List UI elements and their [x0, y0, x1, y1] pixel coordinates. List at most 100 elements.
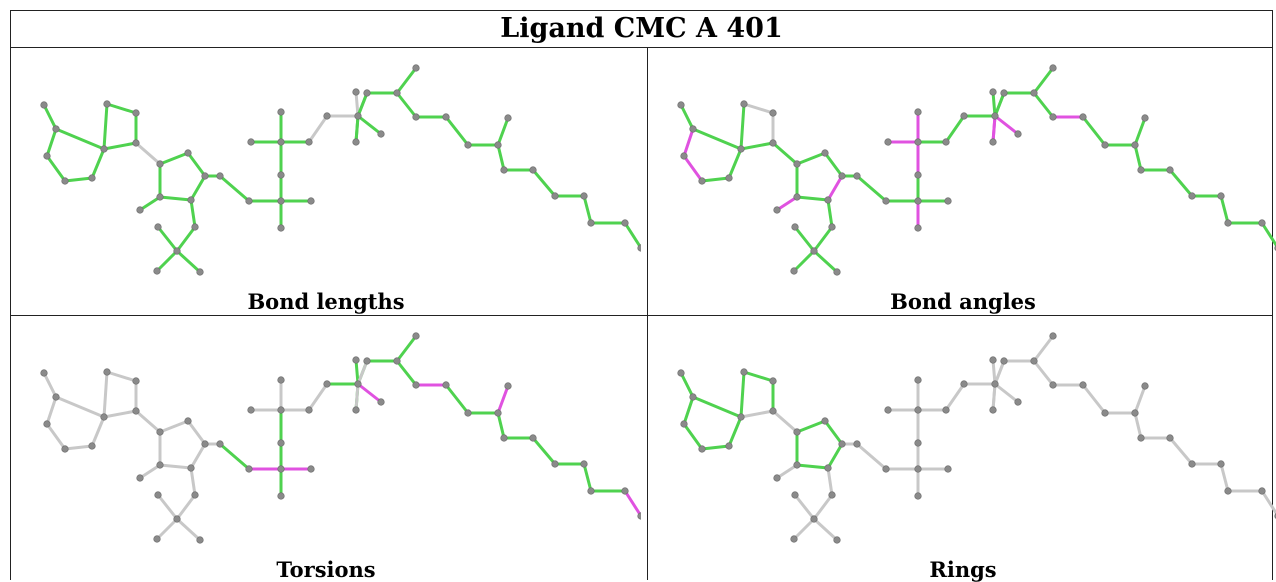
torsions-bond: [218, 442, 251, 471]
bond-lengths-bond: [156, 225, 179, 253]
bond-angles-bond: [993, 91, 1006, 118]
torsions-atom: [132, 407, 140, 415]
bond-lengths-atom: [352, 138, 360, 146]
rings-bond: [993, 359, 1006, 386]
bond-angles-atom: [838, 172, 846, 180]
rings-atom: [1217, 460, 1225, 468]
torsions-bond: [158, 419, 190, 434]
rings-atom: [1079, 381, 1087, 389]
bond-lengths-bond: [582, 194, 593, 225]
torsions-atom: [412, 332, 420, 340]
molecule-drawing-torsions: [40, 332, 641, 544]
bond-angles-atom: [914, 197, 922, 205]
bond-angles-atom: [680, 152, 688, 160]
rings-bond: [993, 382, 1020, 404]
torsions-atom: [587, 487, 595, 495]
bond-angles-atom: [1079, 113, 1087, 121]
torsions-atom: [354, 380, 362, 388]
bond-lengths-bond: [186, 151, 207, 178]
rings-atom: [1141, 382, 1149, 390]
rings-bond: [812, 517, 839, 542]
bond-lengths-atom: [196, 268, 204, 276]
bond-lengths-atom: [40, 101, 48, 109]
torsions-bond: [354, 358, 360, 386]
bond-lengths-bond: [395, 91, 418, 119]
bond-angles-bond: [823, 151, 844, 178]
bond-angles-atom: [833, 268, 841, 276]
rings-atom: [698, 445, 706, 453]
bond-lengths-atom: [153, 267, 161, 275]
rings-bond: [1081, 383, 1107, 415]
rings-atom: [1166, 434, 1174, 442]
bond-lengths-atom: [277, 224, 285, 232]
bond-angles-atom: [1137, 166, 1145, 174]
bond-lengths-bond: [496, 116, 510, 147]
rings-atom: [1137, 434, 1145, 442]
torsions-atom: [156, 428, 164, 436]
bond-lengths-atom: [621, 219, 629, 227]
bond-lengths-bond: [444, 115, 470, 147]
bond-angles-atom: [1101, 141, 1109, 149]
bond-lengths-atom: [187, 196, 195, 204]
bond-angles-atom: [1188, 192, 1196, 200]
bond-lengths-atom: [352, 88, 360, 96]
bond-lengths-atom: [307, 197, 315, 205]
rings-atom: [989, 406, 997, 414]
bond-lengths-bond: [90, 147, 106, 180]
bond-lengths-bond: [395, 66, 418, 95]
bond-lengths-atom: [201, 172, 209, 180]
torsions-bond: [45, 395, 58, 426]
rings-atom: [1224, 487, 1232, 495]
rings-atom: [1258, 487, 1266, 495]
torsions-atom: [187, 464, 195, 472]
bond-lengths-bond: [189, 198, 197, 229]
bond-lengths-atom: [323, 112, 331, 120]
bond-angles-atom: [989, 138, 997, 146]
torsions-bond: [102, 370, 109, 419]
bond-lengths-bond: [45, 127, 58, 158]
bond-angles-atom: [793, 193, 801, 201]
torsions-atom: [196, 536, 204, 544]
bond-lengths-atom: [132, 139, 140, 147]
bond-angles-bond: [742, 102, 775, 115]
rings-atom: [821, 417, 829, 425]
panel-label-rings: Rings: [929, 557, 997, 582]
rings-atom: [769, 407, 777, 415]
bond-lengths-bond: [63, 176, 94, 183]
rings-atom: [737, 413, 745, 421]
rings-bond: [700, 444, 731, 451]
torsions-bond: [356, 382, 383, 404]
bond-angles-atom: [960, 112, 968, 120]
bond-lengths-bond: [138, 195, 162, 212]
torsions-atom: [132, 377, 140, 385]
torsions-bond: [496, 384, 510, 415]
bond-lengths-atom: [156, 193, 164, 201]
bond-lengths-bond: [42, 103, 58, 131]
bond-lengths-atom: [88, 174, 96, 182]
rings-bond: [826, 466, 834, 497]
rings-bond: [1133, 411, 1143, 440]
bond-angles-atom: [725, 174, 733, 182]
rings-bond: [795, 463, 830, 470]
panel-label-torsions: Torsions: [276, 557, 376, 582]
figure-title: Ligand CMC A 401: [11, 11, 1272, 48]
torsions-atom: [88, 442, 96, 450]
torsions-atom: [551, 460, 559, 468]
torsions-atom: [494, 409, 502, 417]
bond-angles-bond: [691, 127, 743, 151]
torsions-bond: [175, 493, 197, 521]
torsions-bond: [45, 422, 67, 451]
bond-lengths-atom: [412, 64, 420, 72]
bond-angles-atom: [991, 112, 999, 120]
bond-angles-bond: [682, 127, 695, 158]
bond-angles-bond: [944, 114, 966, 144]
rings-bond: [771, 409, 799, 434]
bond-angles-bond: [991, 90, 997, 118]
bond-angles-bond: [826, 198, 834, 229]
bond-angles-atom: [677, 101, 685, 109]
bond-angles-atom: [824, 196, 832, 204]
bond-angles-bond: [679, 103, 695, 131]
bond-angles-atom: [793, 160, 801, 168]
torsions-atom: [277, 439, 285, 447]
bond-angles-atom: [769, 139, 777, 147]
